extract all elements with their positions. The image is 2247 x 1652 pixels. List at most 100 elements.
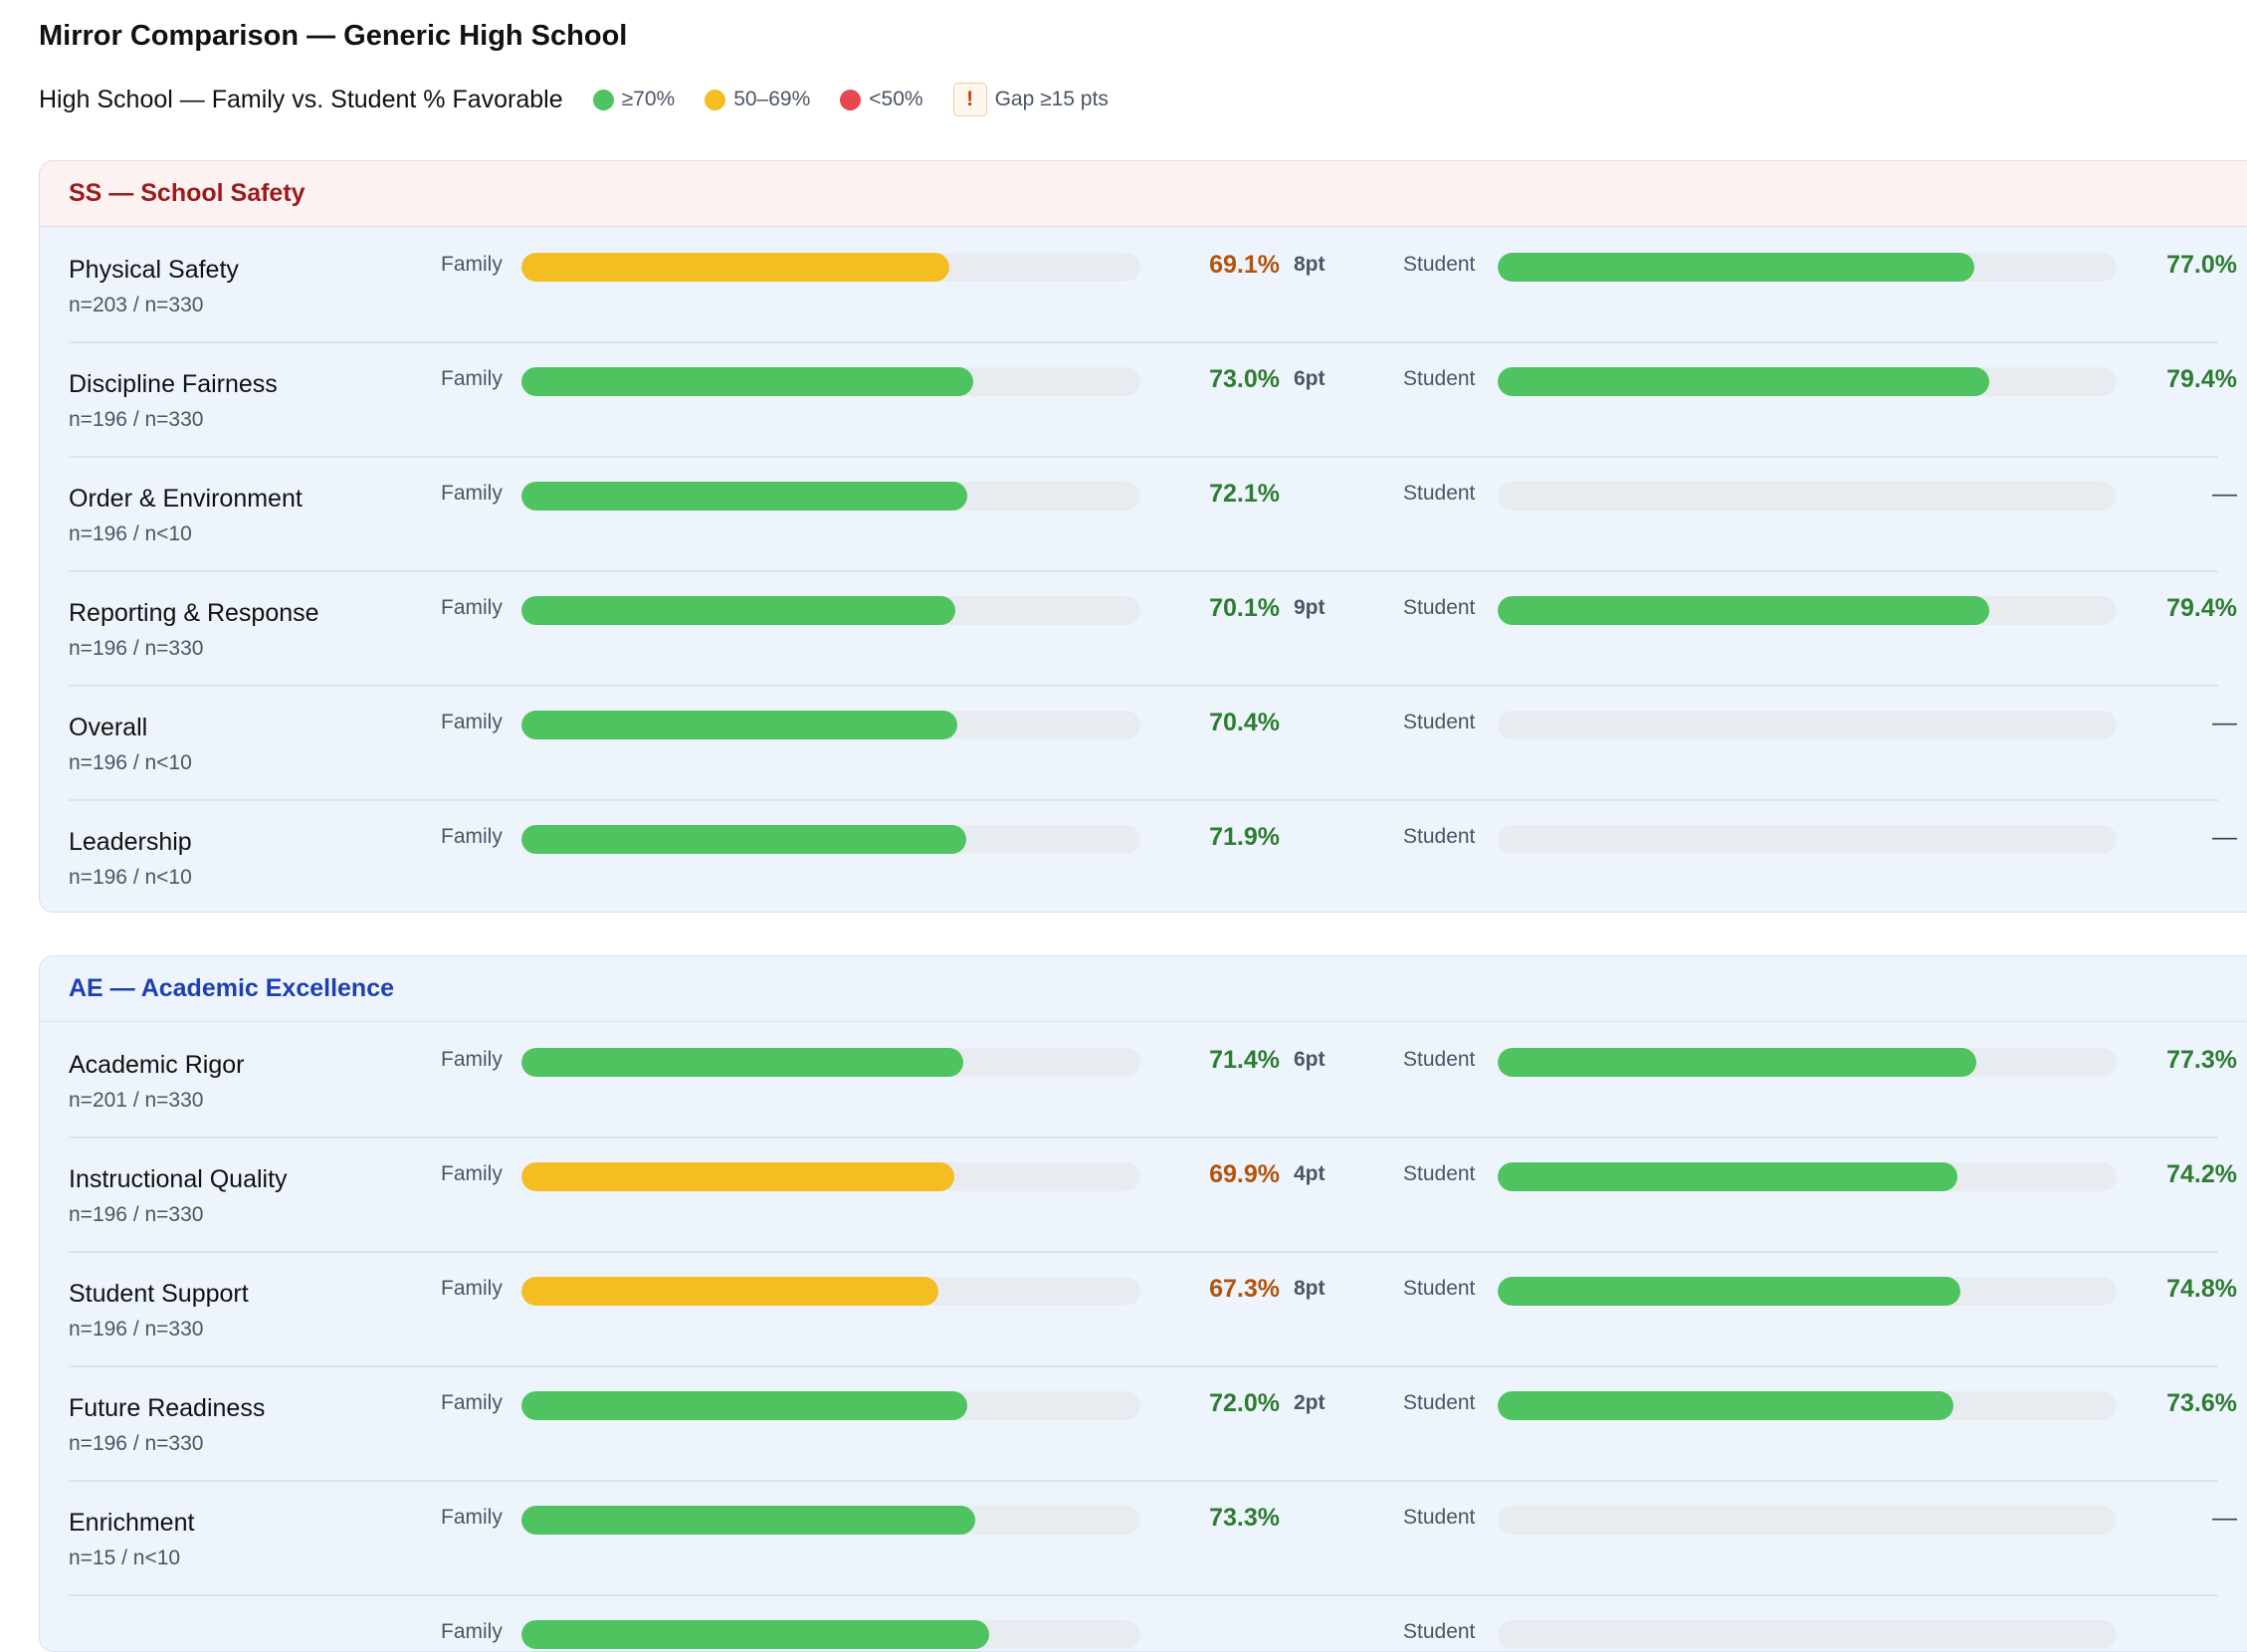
family-percent: 67.3% bbox=[1209, 1275, 1280, 1303]
student-bar-fill bbox=[1498, 1391, 1953, 1420]
family-bar-track bbox=[521, 1162, 1140, 1191]
row-name: Enrichment bbox=[69, 1509, 195, 1537]
row-sample-size: n=196 / n=330 bbox=[69, 1432, 204, 1455]
student-bar-track bbox=[1498, 482, 2117, 511]
comparison-row: Reporting & Response n=196 / n=330 Family 7… bbox=[40, 570, 2247, 685]
row-name: Student Support bbox=[69, 1280, 249, 1308]
family-percent: 69.1% bbox=[1209, 251, 1280, 279]
family-label: Family bbox=[441, 596, 503, 619]
row-name: Overall bbox=[69, 714, 148, 741]
legend-label-amber: 50–69% bbox=[733, 88, 811, 110]
student-bar-track bbox=[1498, 367, 2117, 396]
family-bar-track bbox=[521, 482, 1140, 511]
legend-label-red: <50% bbox=[869, 88, 923, 110]
family-bar-track bbox=[521, 1048, 1140, 1077]
comparison-row: Discipline Fairness n=196 / n=330 Family 73… bbox=[40, 341, 2247, 456]
family-percent: 72.1% bbox=[1209, 480, 1280, 508]
gap-value: 9pt bbox=[1294, 596, 1326, 619]
student-percent: 74.8% bbox=[2166, 1275, 2237, 1303]
family-bar-track bbox=[521, 711, 1140, 739]
legend-item-red: <50% bbox=[840, 88, 923, 111]
family-label: Family bbox=[441, 711, 503, 733]
student-percent: 77.0% bbox=[2166, 251, 2237, 279]
student-label: Student bbox=[1403, 825, 1476, 848]
student-bar-track bbox=[1498, 1620, 2117, 1649]
student-label: Student bbox=[1403, 596, 1476, 619]
row-sample-size: n=196 / n=330 bbox=[69, 637, 204, 660]
row-name: Future Readiness bbox=[69, 1394, 266, 1422]
student-percent: — bbox=[2212, 1504, 2237, 1532]
page-title: Mirror Comparison — Generic High School bbox=[39, 20, 628, 52]
comparison-row: Order & Environment n=196 / n<10 Family 72.… bbox=[40, 456, 2247, 570]
row-name: Reporting & Response bbox=[69, 599, 319, 627]
gap-value: 6pt bbox=[1294, 1048, 1326, 1071]
family-bar-fill bbox=[521, 367, 974, 396]
comparison-row: Enrichment n=15 / n<10 Family 73.3% Student — bbox=[40, 1480, 2247, 1594]
legend-label-gap: Gap ≥15 pts bbox=[994, 88, 1109, 110]
warning-icon: ! bbox=[952, 83, 987, 116]
family-label: Family bbox=[441, 1506, 503, 1529]
student-label: Student bbox=[1403, 1048, 1476, 1071]
student-label: Student bbox=[1403, 1277, 1476, 1300]
student-label: Student bbox=[1403, 482, 1476, 505]
row-sample-size: n=196 / n=330 bbox=[69, 1203, 204, 1226]
family-bar-fill bbox=[521, 1506, 975, 1535]
student-bar-fill bbox=[1498, 1277, 1961, 1306]
red-dot-icon bbox=[840, 89, 862, 110]
comparison-row: Academic Rigor n=201 / n=330 Family 71.4% 6p… bbox=[40, 1022, 2247, 1136]
student-bar-track bbox=[1498, 253, 2117, 282]
row-sample-size: n=203 / n=330 bbox=[69, 294, 204, 316]
row-sample-size: n=196 / n<10 bbox=[69, 866, 192, 889]
student-label: Student bbox=[1403, 253, 1476, 276]
student-bar-fill bbox=[1498, 596, 1989, 625]
legend-item-green: ≥70% bbox=[592, 88, 675, 111]
family-percent: 70.4% bbox=[1209, 709, 1280, 736]
family-label: Family bbox=[441, 1162, 503, 1185]
green-dot-icon bbox=[592, 89, 614, 110]
family-bar-fill bbox=[521, 253, 949, 282]
section-rows: Academic Rigor n=201 / n=330 Family 71.4% 6p… bbox=[40, 1022, 2247, 1651]
student-bar-track bbox=[1498, 825, 2117, 854]
family-bar-track bbox=[521, 596, 1140, 625]
amber-dot-icon bbox=[705, 89, 726, 110]
row-name: Physical Safety bbox=[69, 256, 239, 284]
student-bar-track bbox=[1498, 1391, 2117, 1420]
section-school-safety: SS — School Safety Physical Safety n=203 … bbox=[39, 160, 2247, 913]
family-label: Family bbox=[441, 482, 503, 505]
family-percent: 73.3% bbox=[1209, 1504, 1280, 1532]
section-academic-excellence: AE — Academic Excellence Academic Rigor n… bbox=[39, 955, 2247, 1652]
gap-value: 8pt bbox=[1294, 1277, 1326, 1300]
family-percent: 71.4% bbox=[1209, 1046, 1280, 1074]
family-bar-fill bbox=[521, 1620, 989, 1649]
family-bar-fill bbox=[521, 1391, 967, 1420]
student-percent: — bbox=[2212, 709, 2237, 736]
comparison-row: Instructional Quality n=196 / n=330 Family… bbox=[40, 1136, 2247, 1251]
gap-value: 6pt bbox=[1294, 367, 1326, 390]
family-bar-fill bbox=[521, 1162, 954, 1191]
subtitle: High School — Family vs. Student % Favor… bbox=[39, 85, 563, 113]
student-label: Student bbox=[1403, 1391, 1476, 1414]
gap-value: 2pt bbox=[1294, 1391, 1326, 1414]
family-percent: 69.9% bbox=[1209, 1160, 1280, 1188]
student-bar-track bbox=[1498, 1277, 2117, 1306]
row-name: Discipline Fairness bbox=[69, 370, 278, 398]
family-bar-track bbox=[521, 1277, 1140, 1306]
student-percent: 79.4% bbox=[2166, 594, 2237, 622]
family-label: Family bbox=[441, 825, 503, 848]
row-divider bbox=[69, 1251, 2218, 1253]
student-bar-track bbox=[1498, 1162, 2117, 1191]
student-bar-track bbox=[1498, 711, 2117, 739]
comparison-row: Leadership n=196 / n<10 Family 71.9% Student… bbox=[40, 799, 2247, 912]
row-divider bbox=[69, 570, 2218, 572]
student-bar-fill bbox=[1498, 1162, 1957, 1191]
row-divider bbox=[69, 341, 2218, 343]
row-divider bbox=[69, 1365, 2218, 1367]
student-percent: — bbox=[2212, 480, 2237, 508]
family-bar-track bbox=[521, 253, 1140, 282]
section-header: SS — School Safety bbox=[40, 161, 2247, 227]
family-percent: 70.1% bbox=[1209, 594, 1280, 622]
row-sample-size: n=196 / n=330 bbox=[69, 1318, 204, 1341]
family-label: Family bbox=[441, 1277, 503, 1300]
legend-item-gap: ! Gap ≥15 pts bbox=[952, 83, 1109, 116]
gap-value: 4pt bbox=[1294, 1162, 1326, 1185]
